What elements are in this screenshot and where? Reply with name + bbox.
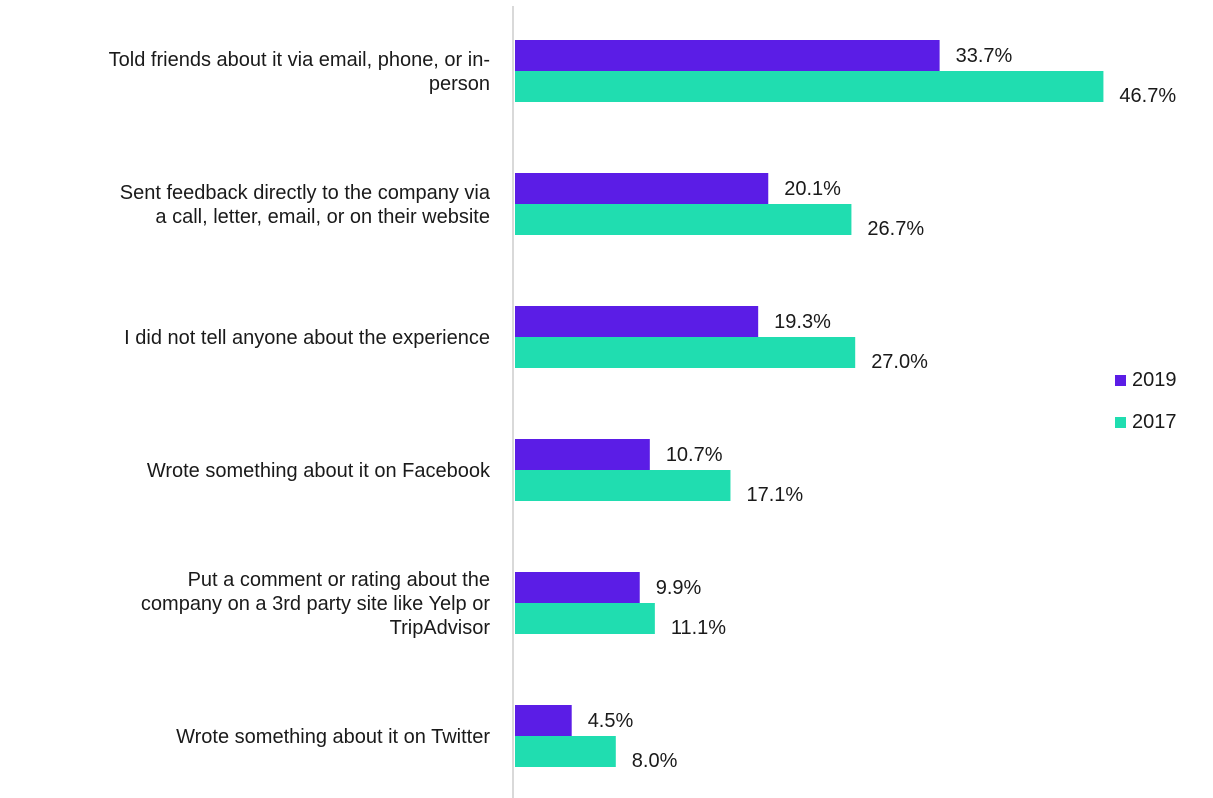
category-label: Put a comment or rating about the company…	[141, 569, 490, 639]
bar-2019	[515, 306, 758, 337]
category-label-line: Put a comment or rating about the	[188, 569, 490, 591]
data-label-2017: 27.0%	[871, 351, 928, 373]
category-label-line: Wrote something about it on Twitter	[176, 726, 490, 748]
category-label-line: a call, letter, email, or on their websi…	[155, 206, 490, 228]
bar-2017	[515, 204, 851, 235]
category-label-line: person	[429, 73, 490, 95]
data-label-2017: 8.0%	[632, 750, 678, 772]
data-label-2019: 4.5%	[588, 710, 634, 732]
data-label-2017: 11.1%	[671, 617, 726, 639]
data-label-2019: 9.9%	[656, 577, 702, 599]
category-label-line: TripAdvisor	[390, 617, 491, 639]
legend: 2019 2017	[1115, 366, 1177, 450]
legend-label-2017: 2017	[1132, 411, 1177, 434]
category-label-line: I did not tell anyone about the experien…	[124, 327, 490, 349]
legend-swatch-2017	[1115, 417, 1126, 428]
category-label: Wrote something about it on Twitter	[176, 726, 490, 748]
category-label: I did not tell anyone about the experien…	[124, 327, 490, 349]
category-label-line: Sent feedback directly to the company vi…	[120, 182, 491, 204]
bar-2017	[515, 603, 655, 634]
data-label-2019: 33.7%	[956, 45, 1013, 67]
bar-2019	[515, 705, 572, 736]
data-label-2017: 46.7%	[1119, 85, 1176, 107]
bar-2017	[515, 736, 616, 767]
legend-label-2019: 2019	[1132, 369, 1177, 392]
category-label: Sent feedback directly to the company vi…	[120, 182, 491, 228]
data-label-2017: 26.7%	[867, 218, 924, 240]
category-label-line: company on a 3rd party site like Yelp or	[141, 593, 490, 615]
bar-2019	[515, 572, 640, 603]
legend-item-2019: 2019	[1115, 366, 1177, 394]
category-label-line: Wrote something about it on Facebook	[147, 460, 491, 482]
category-label: Told friends about it via email, phone, …	[109, 49, 490, 95]
bar-2017	[515, 71, 1103, 102]
legend-swatch-2019	[1115, 375, 1126, 386]
data-label-2019: 10.7%	[666, 444, 723, 466]
bar-2017	[515, 337, 855, 368]
bar-2019	[515, 439, 650, 470]
data-label-2019: 19.3%	[774, 311, 831, 333]
legend-item-2017: 2017	[1115, 408, 1177, 436]
bar-2019	[515, 40, 940, 71]
bar-2017	[515, 470, 730, 501]
bar-2019	[515, 173, 768, 204]
data-label-2017: 17.1%	[746, 484, 803, 506]
category-label: Wrote something about it on Facebook	[147, 460, 491, 482]
category-label-line: Told friends about it via email, phone, …	[109, 49, 490, 71]
data-label-2019: 20.1%	[784, 178, 841, 200]
